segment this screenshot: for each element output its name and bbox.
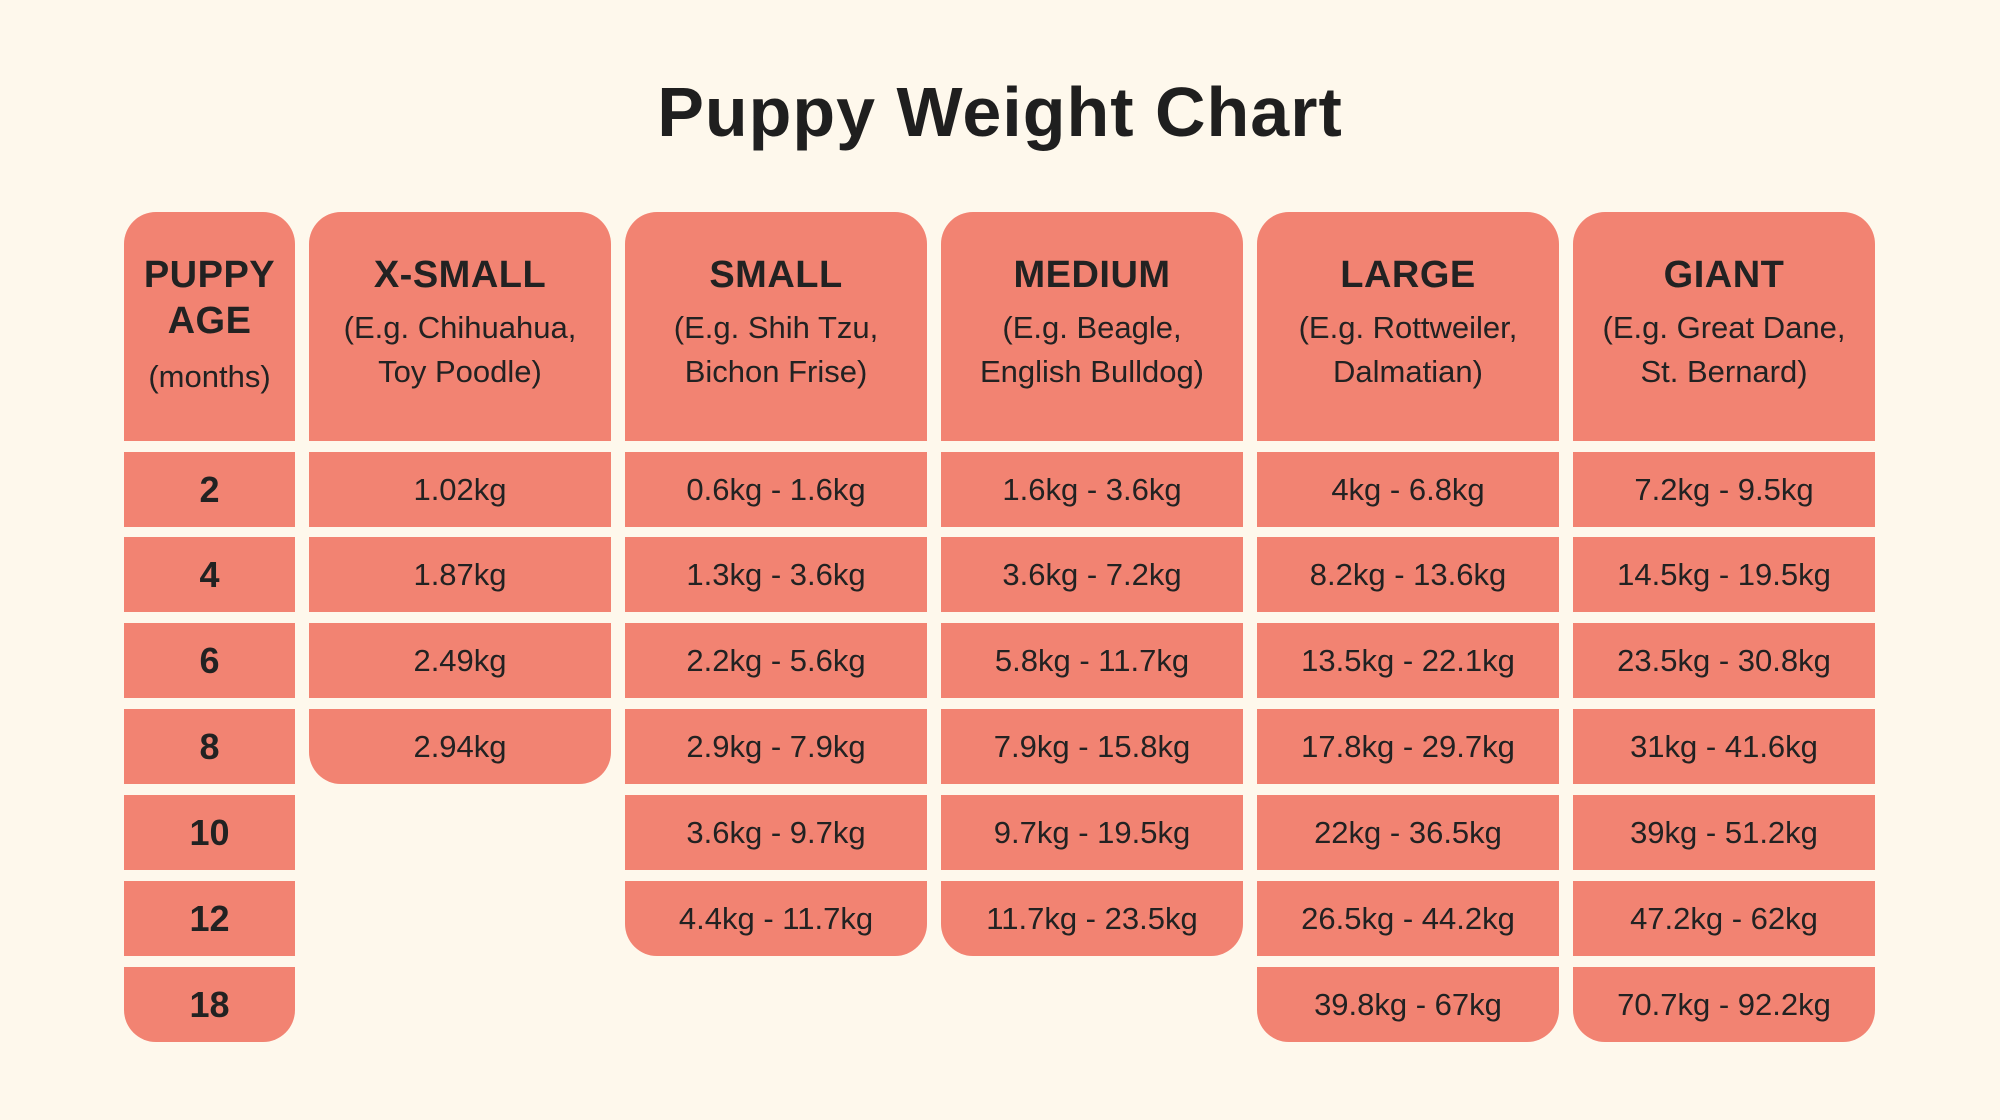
header-medium: MEDIUM (E.g. Beagle, English Bulldog) <box>941 212 1243 441</box>
header-example-line-1: (E.g. Beagle, <box>1002 310 1182 345</box>
weight-cell: 17.8kg - 29.7kg <box>1257 709 1559 784</box>
weight-cell: 39kg - 51.2kg <box>1573 795 1875 870</box>
header-title: X-SMALL <box>373 254 547 296</box>
header-title-line-1: PUPPY <box>143 254 276 296</box>
weight-cell: 22kg - 36.5kg <box>1257 795 1559 870</box>
header-example-line-2: Toy Poodle) <box>378 354 542 389</box>
age-cell: 8 <box>124 709 295 784</box>
weight-cell: 4.4kg - 11.7kg <box>625 881 927 956</box>
weight-cell: 14.5kg - 19.5kg <box>1573 537 1875 612</box>
header-puppy-age: PUPPY AGE (months) <box>124 212 295 441</box>
header-example-line-2: Bichon Frise) <box>684 354 868 389</box>
weight-cell: 70.7kg - 92.2kg <box>1573 967 1875 1042</box>
age-cell: 4 <box>124 537 295 612</box>
weight-cell: 1.87kg <box>309 537 611 612</box>
weight-cell: 39.8kg - 67kg <box>1257 967 1559 1042</box>
header-example-line-1: (E.g. Rottweiler, <box>1298 310 1518 345</box>
weight-cell: 1.02kg <box>309 452 611 527</box>
header-example-line-2: Dalmatian) <box>1333 354 1483 389</box>
age-cell: 6 <box>124 623 295 698</box>
header-example-line-1: (E.g. Shih Tzu, <box>673 310 879 345</box>
weight-cell: 4kg - 6.8kg <box>1257 452 1559 527</box>
header-x-small: X-SMALL (E.g. Chihuahua, Toy Poodle) <box>309 212 611 441</box>
weight-cell: 26.5kg - 44.2kg <box>1257 881 1559 956</box>
header-example-line-2: English Bulldog) <box>979 354 1205 389</box>
weight-cell: 1.6kg - 3.6kg <box>941 452 1243 527</box>
header-title-line-2: AGE <box>167 300 252 342</box>
header-subtitle: (months) <box>148 359 271 394</box>
weight-cell: 2.49kg <box>309 623 611 698</box>
header-small: SMALL (E.g. Shih Tzu, Bichon Frise) <box>625 212 927 441</box>
weight-cell: 1.3kg - 3.6kg <box>625 537 927 612</box>
weight-cell: 8.2kg - 13.6kg <box>1257 537 1559 612</box>
header-title: LARGE <box>1340 254 1476 296</box>
weight-cell: 0.6kg - 1.6kg <box>625 452 927 527</box>
age-cell: 2 <box>124 452 295 527</box>
age-cell: 18 <box>124 967 295 1042</box>
weight-cell: 13.5kg - 22.1kg <box>1257 623 1559 698</box>
page-title: Puppy Weight Chart <box>657 73 1343 151</box>
header-title: GIANT <box>1663 254 1785 296</box>
weight-cell: 23.5kg - 30.8kg <box>1573 623 1875 698</box>
weight-cell: 3.6kg - 9.7kg <box>625 795 927 870</box>
weight-cell: 2.9kg - 7.9kg <box>625 709 927 784</box>
weight-cell: 7.9kg - 15.8kg <box>941 709 1243 784</box>
header-large: LARGE (E.g. Rottweiler, Dalmatian) <box>1257 212 1559 441</box>
header-example-line-1: (E.g. Chihuahua, <box>343 310 577 345</box>
header-giant: GIANT (E.g. Great Dane, St. Bernard) <box>1573 212 1875 441</box>
age-cell: 10 <box>124 795 295 870</box>
header-title: SMALL <box>709 254 843 296</box>
weight-cell: 47.2kg - 62kg <box>1573 881 1875 956</box>
header-title: MEDIUM <box>1013 254 1171 296</box>
weight-cell: 3.6kg - 7.2kg <box>941 537 1243 612</box>
weight-cell: 9.7kg - 19.5kg <box>941 795 1243 870</box>
weight-cell: 31kg - 41.6kg <box>1573 709 1875 784</box>
header-example-line-1: (E.g. Great Dane, <box>1602 310 1846 345</box>
weight-cell: 5.8kg - 11.7kg <box>941 623 1243 698</box>
age-cell: 12 <box>124 881 295 956</box>
header-example-line-2: St. Bernard) <box>1640 354 1808 389</box>
weight-cell: 2.2kg - 5.6kg <box>625 623 927 698</box>
weight-cell: 7.2kg - 9.5kg <box>1573 452 1875 527</box>
weight-cell: 2.94kg <box>309 709 611 784</box>
weight-cell: 11.7kg - 23.5kg <box>941 881 1243 956</box>
